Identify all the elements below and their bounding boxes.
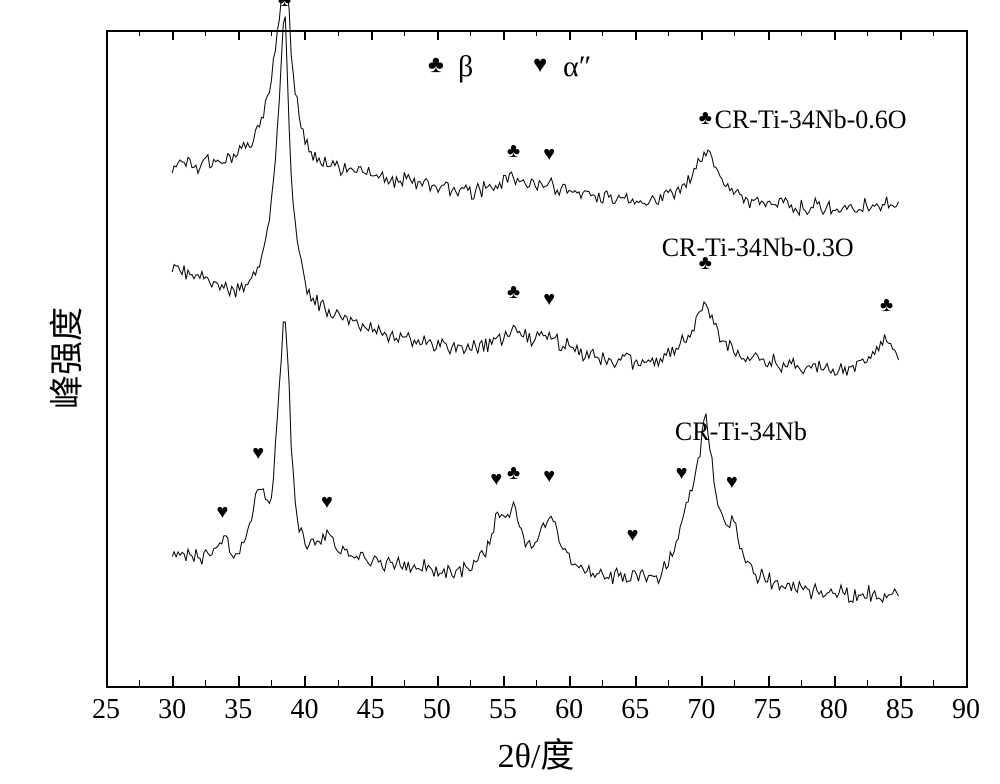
heart-icon: ♥: [676, 463, 688, 483]
heart-icon: ♥: [321, 492, 333, 512]
x-tick: [569, 676, 571, 686]
heart-icon: ♥: [216, 502, 228, 522]
x-tick: [106, 676, 108, 686]
x-minor-tick-top: [404, 30, 405, 36]
x-minor-tick: [404, 680, 405, 686]
x-tick-label: 45: [357, 694, 385, 726]
x-tick-top: [834, 30, 836, 40]
x-tick-top: [966, 30, 968, 40]
x-tick-top: [238, 30, 240, 40]
x-tick-top: [768, 30, 770, 40]
x-minor-tick-top: [602, 30, 603, 36]
legend-label: α″: [563, 50, 591, 84]
x-minor-tick: [801, 680, 802, 686]
x-minor-tick-top: [271, 30, 272, 36]
x-tick-label: 80: [820, 694, 848, 726]
x-minor-tick: [205, 680, 206, 686]
legend-label: β: [458, 50, 473, 84]
x-tick: [304, 676, 306, 686]
x-tick-top: [635, 30, 637, 40]
x-tick: [701, 676, 703, 686]
x-minor-tick-top: [933, 30, 934, 36]
x-tick-label: 30: [158, 694, 186, 726]
x-tick: [768, 676, 770, 686]
x-axis-title: 2θ/度: [498, 728, 575, 777]
x-tick-top: [172, 30, 174, 40]
x-tick: [172, 676, 174, 686]
x-tick: [900, 676, 902, 686]
x-tick: [966, 676, 968, 686]
club-icon: ♣: [699, 108, 712, 128]
club-icon: ♣: [507, 141, 520, 161]
x-minor-tick-top: [139, 30, 140, 36]
series-label: CR-Ti-34Nb: [675, 417, 807, 447]
x-tick: [503, 676, 505, 686]
heart-icon: ♥: [252, 443, 264, 463]
x-minor-tick: [668, 680, 669, 686]
x-minor-tick: [867, 680, 868, 686]
y-axis-title: 峰强度: [40, 307, 89, 409]
x-tick-label: 25: [92, 694, 120, 726]
x-tick-top: [701, 30, 703, 40]
legend-symbol: ♥: [533, 52, 547, 79]
x-tick-label: 40: [290, 694, 318, 726]
x-minor-tick-top: [734, 30, 735, 36]
x-minor-tick-top: [338, 30, 339, 36]
heart-icon: ♥: [543, 289, 555, 309]
club-icon: ♣: [278, 0, 291, 10]
heart-icon: ♥: [543, 466, 555, 486]
x-minor-tick-top: [536, 30, 537, 36]
x-tick: [834, 676, 836, 686]
x-tick-label: 50: [423, 694, 451, 726]
series-label: CR-Ti-34Nb-0.6O: [715, 105, 907, 135]
club-icon: ♣: [507, 463, 520, 483]
x-tick-label: 65: [621, 694, 649, 726]
legend-symbol: ♣: [428, 52, 444, 79]
heart-icon: ♥: [543, 144, 555, 164]
x-minor-tick: [271, 680, 272, 686]
x-tick-top: [106, 30, 108, 40]
club-icon: ♣: [880, 295, 893, 315]
x-minor-tick: [933, 680, 934, 686]
x-minor-tick: [734, 680, 735, 686]
x-minor-tick-top: [470, 30, 471, 36]
heart-icon: ♥: [627, 525, 639, 545]
x-tick-label: 85: [886, 694, 914, 726]
x-tick-label: 60: [555, 694, 583, 726]
xrd-chart: 25 30 35 40 45 50 55 60 65 70 75 80 85 90 2θ/度 峰强度 ♣ β…: [0, 0, 1000, 784]
x-tick: [635, 676, 637, 686]
x-tick-top: [503, 30, 505, 40]
x-tick-top: [304, 30, 306, 40]
x-tick-label: 35: [224, 694, 252, 726]
x-minor-tick: [536, 680, 537, 686]
x-minor-tick: [338, 680, 339, 686]
x-tick: [371, 676, 373, 686]
heart-icon: ♥: [726, 472, 738, 492]
x-tick-top: [569, 30, 571, 40]
x-tick-label: 70: [687, 694, 715, 726]
x-tick-top: [371, 30, 373, 40]
series-CR-Ti-34Nb: [172, 322, 898, 602]
x-tick-top: [437, 30, 439, 40]
club-icon: ♣: [507, 282, 520, 302]
x-minor-tick-top: [668, 30, 669, 36]
x-minor-tick-top: [801, 30, 802, 36]
series-label: CR-Ti-34Nb-0.3O: [662, 233, 854, 263]
x-tick: [437, 676, 439, 686]
x-minor-tick: [470, 680, 471, 686]
club-icon: ♣: [699, 253, 712, 273]
x-minor-tick-top: [867, 30, 868, 36]
x-minor-tick: [602, 680, 603, 686]
x-tick-label: 55: [489, 694, 517, 726]
x-tick-top: [900, 30, 902, 40]
x-tick-label: 75: [754, 694, 782, 726]
x-minor-tick: [139, 680, 140, 686]
x-minor-tick-top: [205, 30, 206, 36]
x-tick: [238, 676, 240, 686]
x-tick-label: 90: [952, 694, 980, 726]
heart-icon: ♥: [490, 469, 502, 489]
